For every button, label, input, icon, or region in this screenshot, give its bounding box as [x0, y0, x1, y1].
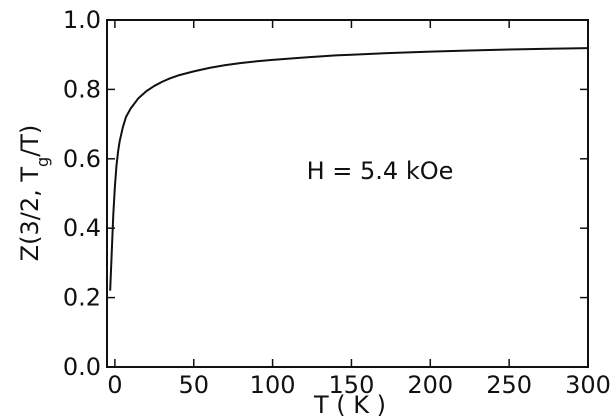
y-axis-title-suffix: /T): [16, 125, 44, 157]
y-axis-title-main: Z(3/2, T: [16, 167, 44, 262]
x-axis-title: T ( K ): [313, 391, 386, 419]
y-tick-label: 0.2: [63, 284, 101, 312]
annotation-field: H = 5.4 kOe: [307, 157, 454, 185]
x-tick-label: 0: [107, 371, 122, 399]
series-layer: [109, 47, 589, 291]
x-tick-label: 250: [486, 371, 532, 399]
x-tick-label: 100: [250, 371, 296, 399]
y-tick-label: 0.0: [63, 353, 101, 381]
axis-ticks: [107, 19, 589, 368]
x-tick-label: 300: [565, 371, 611, 399]
y-tick-label: 0.4: [63, 214, 101, 242]
x-tick-label: 50: [178, 371, 209, 399]
y-axis-title: Z(3/2, Tg/T): [16, 125, 52, 262]
plot-frame: [106, 19, 589, 368]
x-tick-label: 200: [407, 371, 453, 399]
y-tick-label: 0.6: [63, 145, 101, 173]
x-tick-label: 150: [329, 371, 375, 399]
tick-labels: 0 50 100 150 200 250 300 0.0 0.2 0.4 0.6 0.8 1.0: [63, 6, 611, 399]
y-tick-label: 1.0: [63, 6, 101, 34]
series-line: [109, 47, 589, 291]
y-axis-title-sub: g: [33, 157, 52, 167]
y-tick-label: 0.8: [63, 75, 101, 103]
